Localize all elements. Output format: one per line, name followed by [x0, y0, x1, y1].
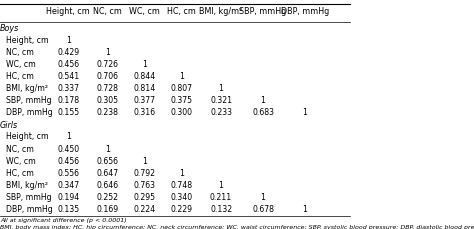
Text: 0.238: 0.238: [97, 108, 118, 117]
Text: 0.252: 0.252: [97, 192, 118, 201]
Text: 1: 1: [179, 168, 184, 177]
Text: 0.169: 0.169: [97, 204, 118, 213]
Text: 1: 1: [179, 72, 184, 81]
Text: HC, cm: HC, cm: [167, 7, 196, 16]
Text: SBP, mmHg: SBP, mmHg: [6, 192, 52, 201]
Text: WC, cm: WC, cm: [6, 156, 36, 165]
Text: 0.211: 0.211: [210, 192, 232, 201]
Text: 1: 1: [219, 84, 224, 93]
Text: 0.135: 0.135: [57, 204, 79, 213]
Text: HC, cm: HC, cm: [6, 168, 34, 177]
Text: DBP, mmHg: DBP, mmHg: [6, 204, 53, 213]
Text: NC, cm: NC, cm: [93, 7, 122, 16]
Text: 1: 1: [302, 204, 308, 213]
Text: SBP, mmHg: SBP, mmHg: [239, 7, 287, 16]
Text: 0.233: 0.233: [210, 108, 232, 117]
Text: 1: 1: [105, 144, 110, 153]
Text: 0.194: 0.194: [57, 192, 79, 201]
Text: 0.728: 0.728: [97, 84, 118, 93]
Text: 0.178: 0.178: [57, 96, 79, 105]
Text: 0.429: 0.429: [57, 47, 79, 56]
Text: 1: 1: [142, 60, 147, 68]
Text: BMI, kg/m²: BMI, kg/m²: [200, 7, 243, 16]
Text: 1: 1: [105, 47, 110, 56]
Text: 1: 1: [261, 96, 265, 105]
Text: 0.305: 0.305: [97, 96, 118, 105]
Text: 0.337: 0.337: [57, 84, 79, 93]
Text: 1: 1: [261, 192, 265, 201]
Text: 0.748: 0.748: [170, 180, 192, 189]
Text: 0.646: 0.646: [97, 180, 118, 189]
Text: 1: 1: [66, 35, 71, 44]
Text: DBP, mmHg: DBP, mmHg: [6, 108, 53, 117]
Text: 0.792: 0.792: [133, 168, 155, 177]
Text: 0.132: 0.132: [210, 204, 232, 213]
Text: All at significant difference (p < 0.0001): All at significant difference (p < 0.000…: [0, 217, 127, 222]
Text: WC, cm: WC, cm: [129, 7, 160, 16]
Text: 0.683: 0.683: [252, 108, 274, 117]
Text: 0.456: 0.456: [57, 60, 79, 68]
Text: Height, cm: Height, cm: [46, 7, 90, 16]
Text: Height, cm: Height, cm: [6, 35, 49, 44]
Text: 0.224: 0.224: [133, 204, 155, 213]
Text: Girls: Girls: [0, 120, 18, 129]
Text: 0.300: 0.300: [170, 108, 192, 117]
Text: WC, cm: WC, cm: [6, 60, 36, 68]
Text: BMI, kg/m²: BMI, kg/m²: [6, 180, 48, 189]
Text: NC, cm: NC, cm: [6, 47, 34, 56]
Text: 1: 1: [66, 132, 71, 141]
Text: 1: 1: [302, 108, 308, 117]
Text: 0.377: 0.377: [133, 96, 155, 105]
Text: 0.295: 0.295: [133, 192, 155, 201]
Text: 0.456: 0.456: [57, 156, 79, 165]
Text: 0.814: 0.814: [133, 84, 155, 93]
Text: 0.375: 0.375: [170, 96, 192, 105]
Text: 0.763: 0.763: [133, 180, 155, 189]
Text: 0.726: 0.726: [97, 60, 118, 68]
Text: 0.340: 0.340: [170, 192, 192, 201]
Text: BMI, body mass index; HC, hip circumference; NC, neck circumference; WC, waist c: BMI, body mass index; HC, hip circumfere…: [0, 224, 474, 229]
Text: BMI, kg/m²: BMI, kg/m²: [6, 84, 48, 93]
Text: NC, cm: NC, cm: [6, 144, 34, 153]
Text: 0.450: 0.450: [57, 144, 79, 153]
Text: SBP, mmHg: SBP, mmHg: [6, 96, 52, 105]
Text: 0.541: 0.541: [57, 72, 79, 81]
Text: 0.229: 0.229: [170, 204, 192, 213]
Text: HC, cm: HC, cm: [6, 72, 34, 81]
Text: 0.647: 0.647: [97, 168, 118, 177]
Text: Height, cm: Height, cm: [6, 132, 49, 141]
Text: 0.155: 0.155: [57, 108, 79, 117]
Text: 0.347: 0.347: [57, 180, 79, 189]
Text: 0.844: 0.844: [133, 72, 155, 81]
Text: DBP, mmHg: DBP, mmHg: [281, 7, 329, 16]
Text: 0.556: 0.556: [57, 168, 79, 177]
Text: 0.656: 0.656: [97, 156, 118, 165]
Text: 1: 1: [142, 156, 147, 165]
Text: 0.316: 0.316: [133, 108, 155, 117]
Text: 0.706: 0.706: [97, 72, 118, 81]
Text: 0.678: 0.678: [252, 204, 274, 213]
Text: Boys: Boys: [0, 24, 19, 33]
Text: 1: 1: [219, 180, 224, 189]
Text: 0.321: 0.321: [210, 96, 232, 105]
Text: 0.807: 0.807: [170, 84, 192, 93]
